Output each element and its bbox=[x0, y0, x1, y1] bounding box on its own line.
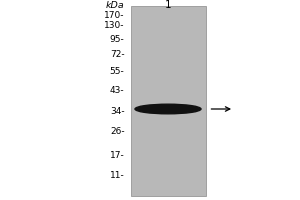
Text: 26-: 26- bbox=[110, 127, 124, 136]
Text: 170-: 170- bbox=[104, 10, 124, 20]
Text: 72-: 72- bbox=[110, 50, 124, 59]
Text: 130-: 130- bbox=[104, 21, 124, 29]
Text: 1: 1 bbox=[165, 0, 171, 10]
Text: 34-: 34- bbox=[110, 108, 124, 116]
Text: 43-: 43- bbox=[110, 86, 124, 95]
Text: 95-: 95- bbox=[110, 34, 124, 44]
Bar bbox=[130, 6, 206, 196]
Text: 55-: 55- bbox=[110, 66, 124, 75]
Text: kDa: kDa bbox=[106, 0, 124, 9]
Ellipse shape bbox=[135, 104, 201, 114]
Text: 17-: 17- bbox=[110, 152, 124, 160]
Text: 11-: 11- bbox=[110, 171, 124, 180]
